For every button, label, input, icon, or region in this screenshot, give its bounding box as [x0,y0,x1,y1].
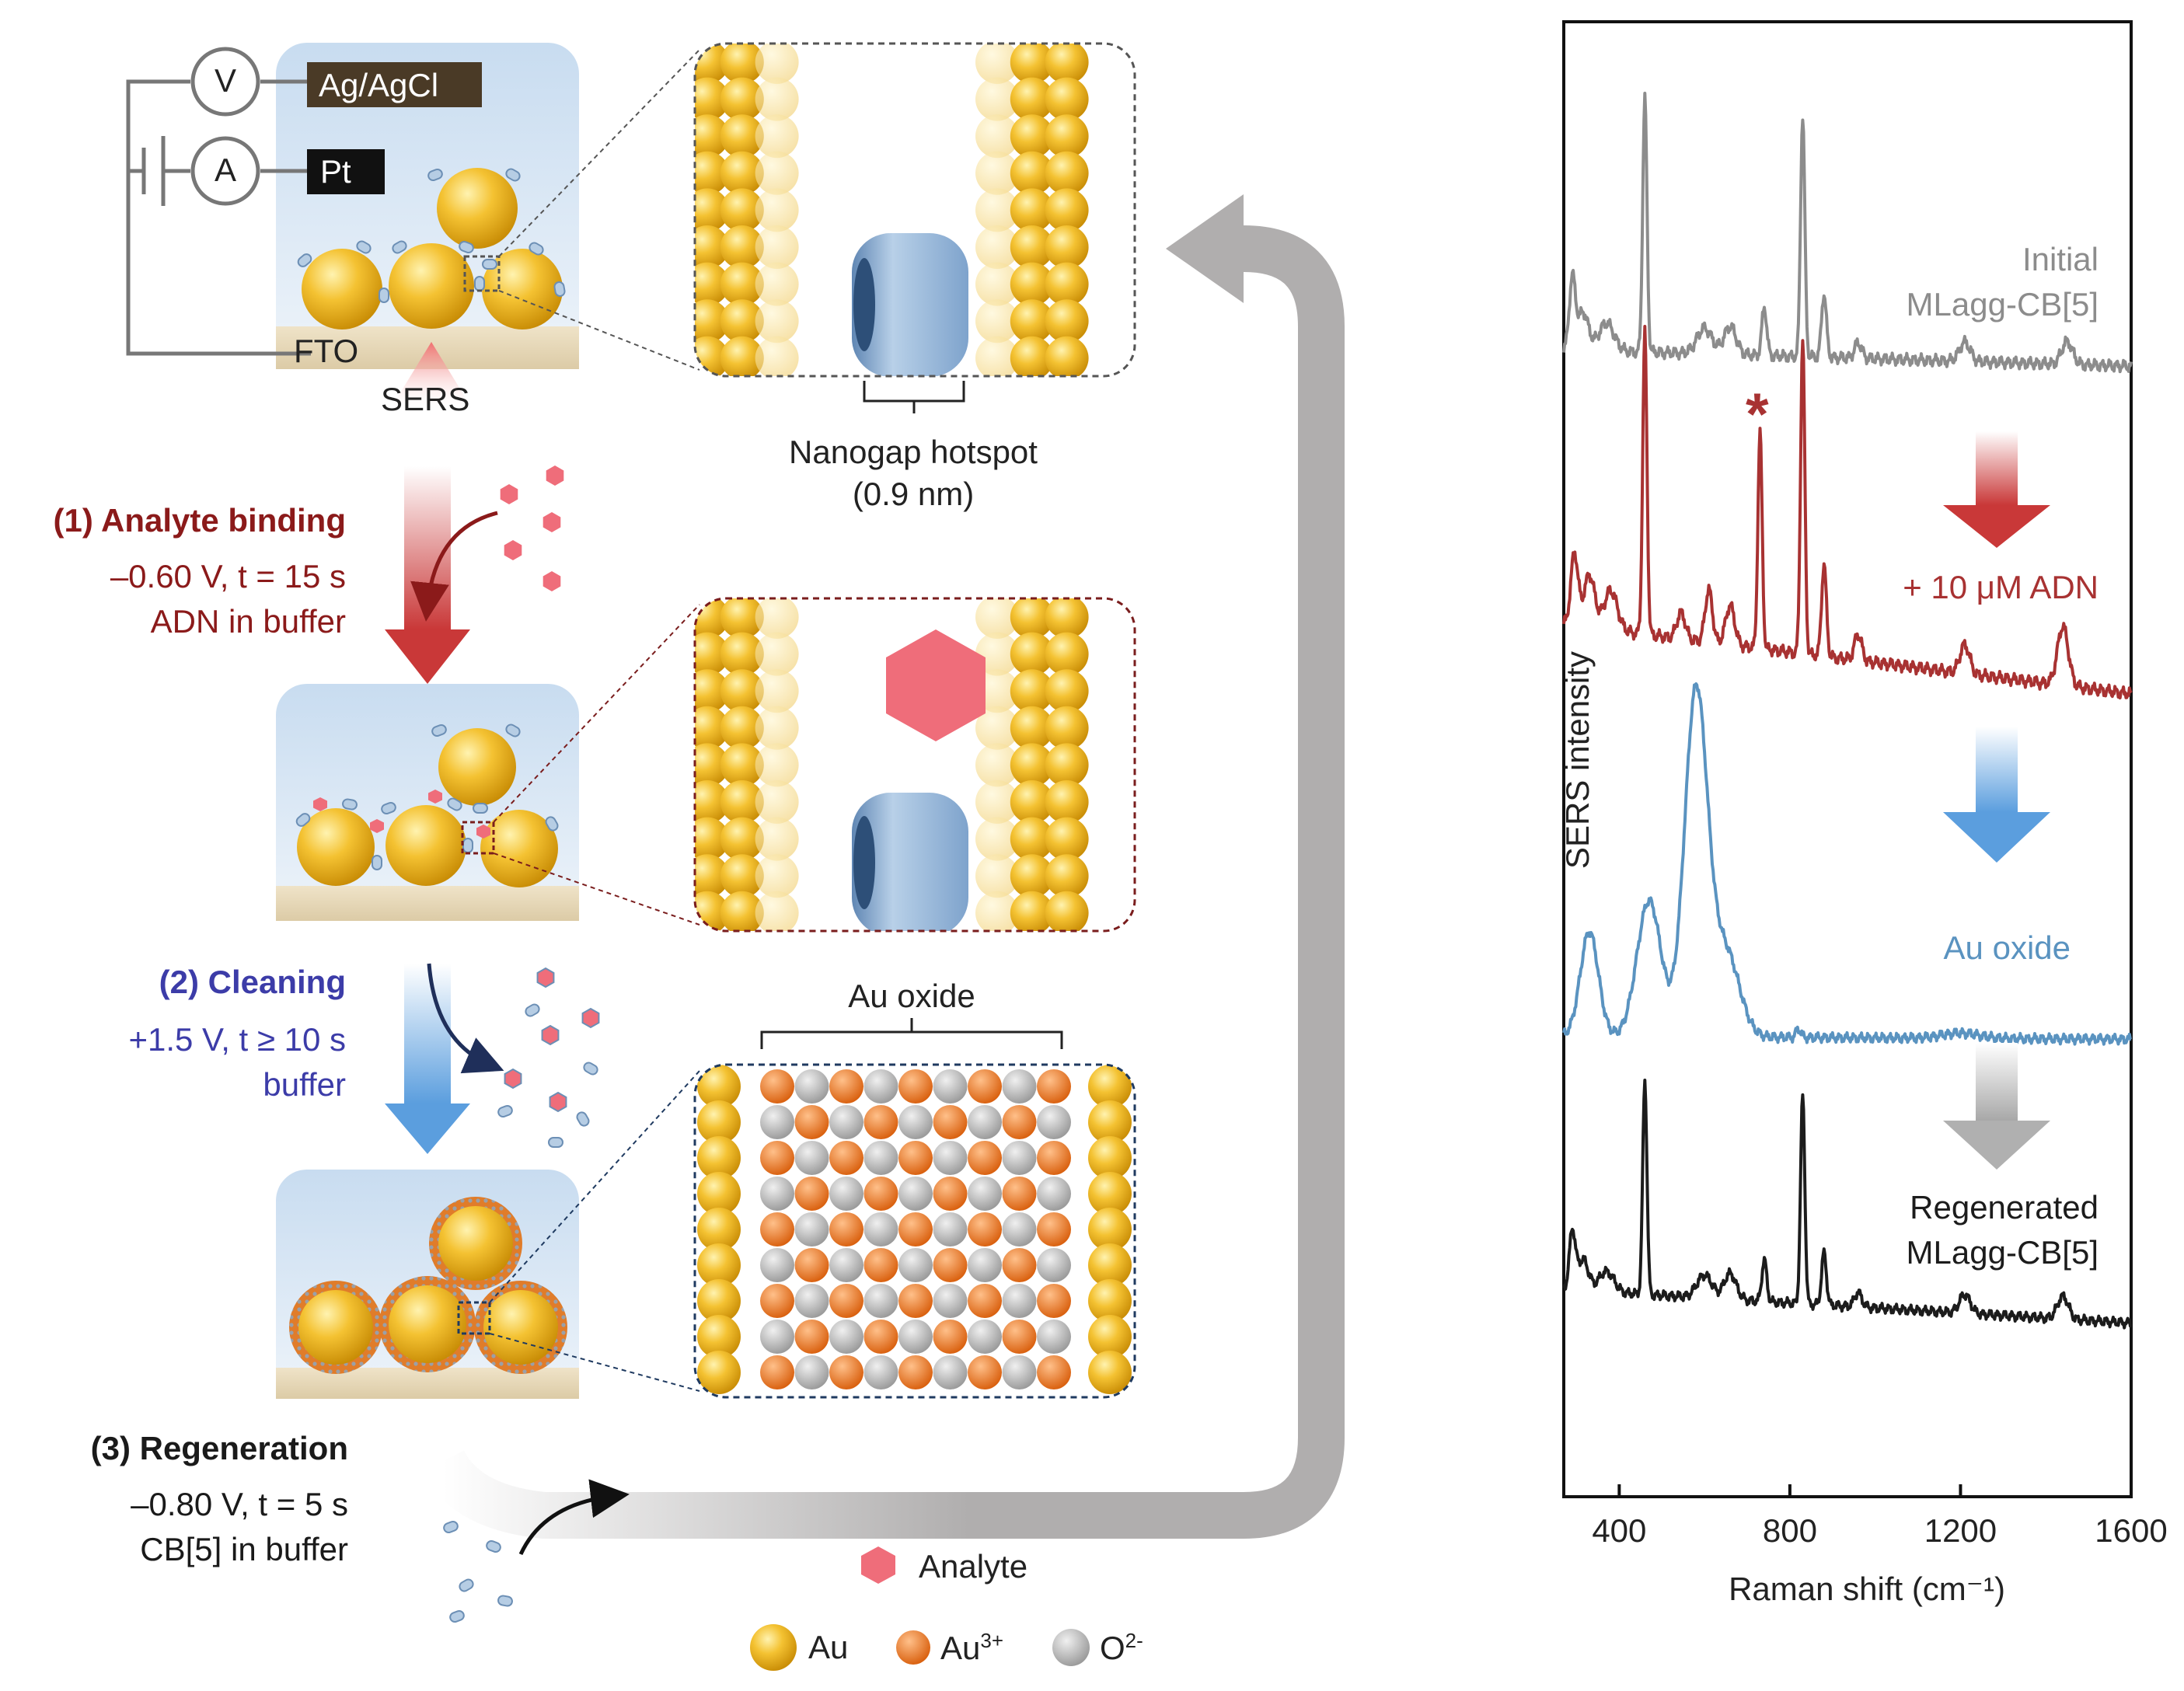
electrochemical-cell [126,43,700,412]
spectrum-line-1 [1562,325,2133,700]
arrow-red [1976,431,2018,505]
cell-analyte-bound [276,604,700,926]
regeneration-cycle-arrow [422,194,1345,1539]
arrow-blue [1976,727,2018,812]
x-tick-label: 400 [1592,1512,1646,1549]
spectrum-line-0 [1562,92,2133,374]
hotspot-zoom-oxide [693,1063,1136,1399]
sers-laser [389,342,474,412]
voltmeter-icon [190,47,260,117]
ag-agcl-electrode [307,62,482,107]
cb5-molecule [852,233,968,376]
au-legend-icon [750,1624,797,1671]
pt-electrode [307,149,385,194]
x-tick-label: 1200 [1924,1512,1997,1549]
spectrum-line-2 [1562,682,2132,1046]
hotspot-zoom-initial [693,42,1136,413]
sers-chart: 400 800 1200 1600 [1562,20,2168,1549]
au3-legend-icon [896,1630,930,1665]
cell-oxidized [276,1070,700,1399]
spectrum-line-3 [1562,1079,2133,1330]
hotspot-zoom-analyte [693,597,1136,933]
analyte-molecule [886,629,986,741]
ammeter-icon [190,136,260,206]
analyte-legend-icon [861,1546,895,1584]
x-tick-label: 800 [1763,1512,1817,1549]
arrow-gray [1976,1043,2018,1121]
o2-legend-icon [1052,1629,1090,1666]
x-tick-label: 1600 [2095,1512,2167,1549]
chart-frame [1562,20,2133,1498]
legend [750,1546,1090,1671]
